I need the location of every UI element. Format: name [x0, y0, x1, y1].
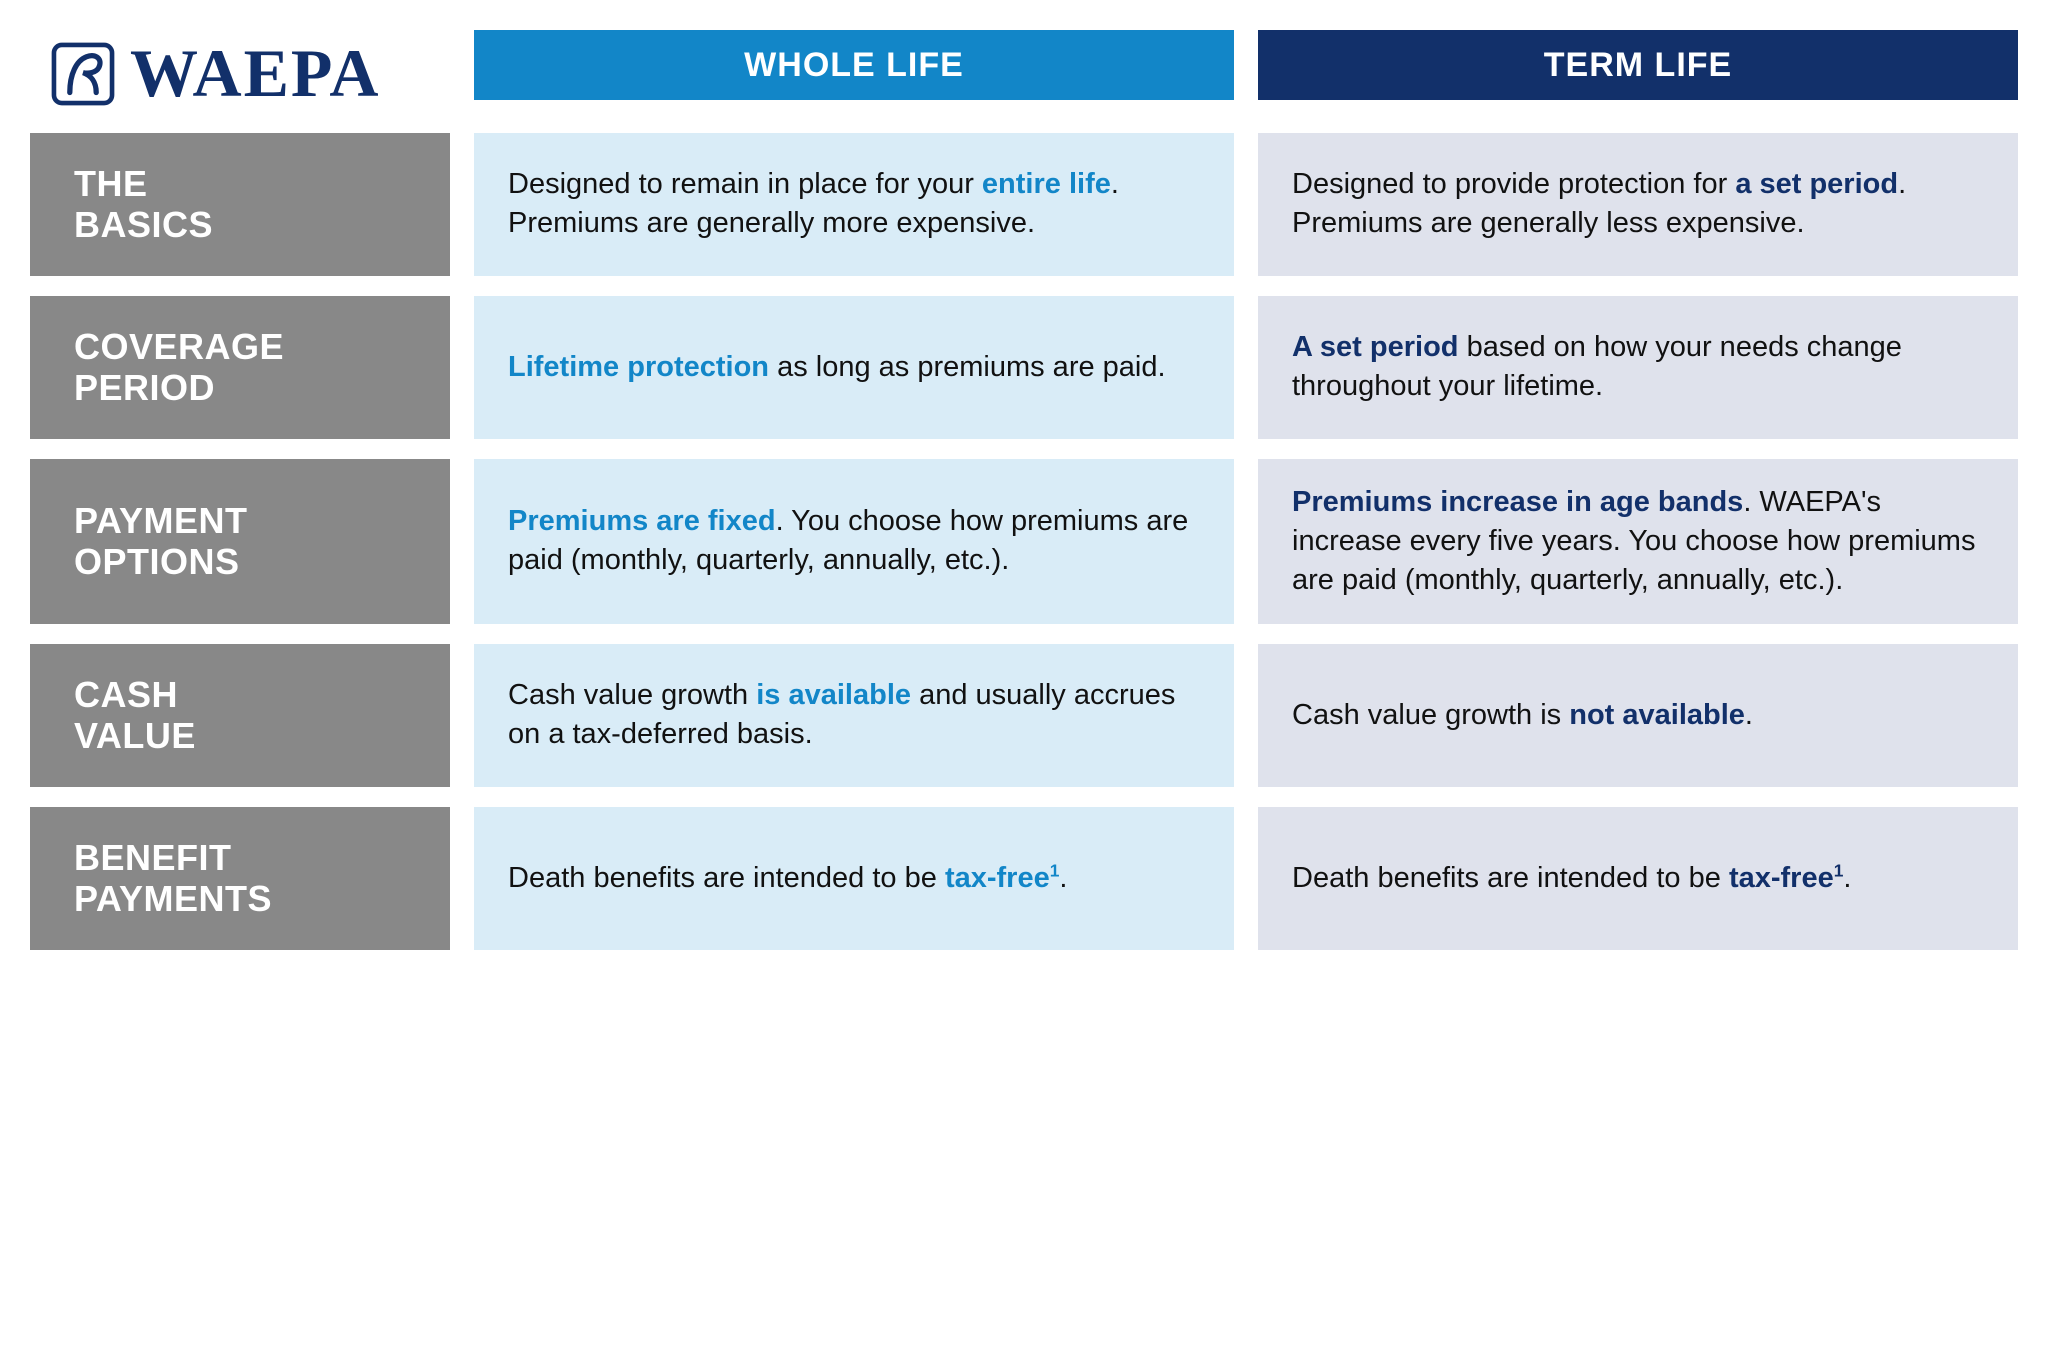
brand-logo: WAEPA — [30, 30, 450, 113]
cell-text-emphasis: not available — [1569, 699, 1745, 731]
cell-text-emphasis: Lifetime protection — [508, 351, 769, 383]
cell-term: Cash value growth is not available. — [1258, 644, 2018, 787]
cell-whole: Lifetime protection as long as premiums … — [474, 296, 1234, 439]
row-header: PAYMENT OPTIONS — [30, 459, 450, 624]
cell-text-pre: Cash value growth is — [1292, 699, 1569, 731]
cell-text-emphasis: entire life — [982, 168, 1111, 200]
row-header: BENEFIT PAYMENTS — [30, 807, 450, 950]
cell-text-pre: Death benefits are intended to be — [508, 862, 945, 894]
cell-text-emphasis: a set period — [1735, 168, 1898, 200]
cell-term: Designed to provide protection for a set… — [1258, 133, 2018, 276]
cell-text-emphasis: Premiums increase in age bands — [1292, 486, 1743, 518]
footnote-marker: 1 — [1050, 860, 1060, 880]
waepa-icon — [50, 41, 116, 107]
cell-whole: Death benefits are intended to be tax-fr… — [474, 807, 1234, 950]
cell-term: Death benefits are intended to be tax-fr… — [1258, 807, 2018, 950]
cell-text-pre: Designed to provide protection for — [1292, 168, 1735, 200]
cell-text-emphasis: A set period — [1292, 331, 1459, 363]
cell-whole: Designed to remain in place for your ent… — [474, 133, 1234, 276]
cell-whole: Premiums are fixed. You choose how premi… — [474, 459, 1234, 624]
cell-text-pre: Designed to remain in place for your — [508, 168, 982, 200]
cell-term: Premiums increase in age bands. WAEPA's … — [1258, 459, 2018, 624]
cell-text-emphasis: is available — [756, 679, 911, 711]
row-header: COVERAGE PERIOD — [30, 296, 450, 439]
brand-name: WAEPA — [130, 34, 381, 113]
cell-text-emphasis: tax-free — [945, 862, 1050, 894]
cell-whole: Cash value growth is available and usual… — [474, 644, 1234, 787]
row-header: CASH VALUE — [30, 644, 450, 787]
cell-text-post: as long as premiums are paid. — [769, 351, 1166, 383]
cell-text-pre: Cash value growth — [508, 679, 756, 711]
comparison-table: WAEPA WHOLE LIFE TERM LIFE THE BASICSDes… — [30, 30, 2018, 950]
cell-text-emphasis: Premiums are fixed — [508, 505, 776, 537]
cell-text-emphasis: tax-free — [1729, 862, 1834, 894]
column-header-term-life: TERM LIFE — [1258, 30, 2018, 100]
cell-text-post: . — [1745, 699, 1753, 731]
cell-text-pre: Death benefits are intended to be — [1292, 862, 1729, 894]
cell-term: A set period based on how your needs cha… — [1258, 296, 2018, 439]
column-header-whole-life: WHOLE LIFE — [474, 30, 1234, 100]
cell-text-post: . — [1059, 862, 1067, 894]
cell-text-post: . — [1843, 862, 1851, 894]
row-header: THE BASICS — [30, 133, 450, 276]
footnote-marker: 1 — [1834, 860, 1844, 880]
